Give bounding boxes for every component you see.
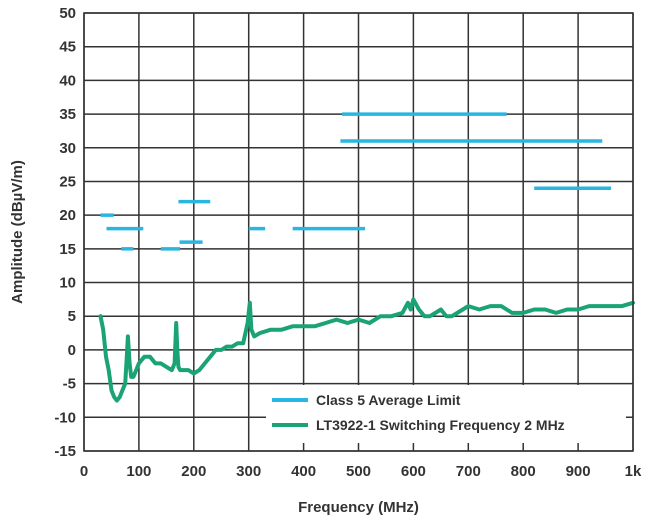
y-tick-label: 50 — [59, 5, 76, 22]
x-tick-label: 700 — [456, 463, 481, 480]
x-tick-label: 300 — [236, 463, 261, 480]
y-tick-label: 15 — [59, 241, 76, 258]
y-tick-label: 10 — [59, 275, 76, 292]
x-tick-label: 100 — [126, 463, 151, 480]
limit-series — [100, 112, 612, 251]
x-tick-label: 1k — [625, 463, 642, 480]
measurement-line — [98, 297, 635, 403]
legend-label-limit: Class 5 Average Limit — [316, 392, 461, 408]
y-tick-label: -10 — [54, 409, 76, 426]
y-tick-labels: -15 -10 -5 0 5 10 15 20 25 30 35 40 45 50 — [54, 5, 76, 460]
y-tick-label: 35 — [59, 106, 76, 123]
y-tick-label: 20 — [59, 207, 76, 224]
y-tick-label: -15 — [54, 443, 76, 460]
x-tick-label: 400 — [291, 463, 316, 480]
x-axis-title: Frequency (MHz) — [298, 499, 419, 516]
y-tick-label: 40 — [59, 72, 76, 89]
x-tick-label: 800 — [511, 463, 536, 480]
y-tick-label: 30 — [59, 140, 76, 157]
y-axis-title: Amplitude (dBµV/m) — [9, 160, 26, 304]
y-tick-label: 5 — [68, 308, 76, 325]
legend: Class 5 Average Limit LT3922-1 Switching… — [266, 385, 626, 443]
x-tick-label: 0 — [80, 463, 88, 480]
y-tick-label: -5 — [63, 376, 76, 393]
y-tick-label: 0 — [68, 342, 76, 359]
x-tick-label: 500 — [346, 463, 371, 480]
plot-frame — [83, 12, 634, 452]
y-tick-label: 25 — [59, 173, 76, 190]
legend-box — [266, 385, 626, 443]
x-tick-label: 900 — [566, 463, 591, 480]
x-tick-labels: 0 100 200 300 400 500 600 700 800 900 1k — [80, 463, 642, 480]
x-tick-label: 200 — [181, 463, 206, 480]
legend-label-measurement: LT3922-1 Switching Frequency 2 MHz — [316, 417, 565, 433]
x-tick-label: 600 — [401, 463, 426, 480]
measurement-series — [98, 297, 635, 403]
y-tick-label: 45 — [59, 39, 76, 56]
